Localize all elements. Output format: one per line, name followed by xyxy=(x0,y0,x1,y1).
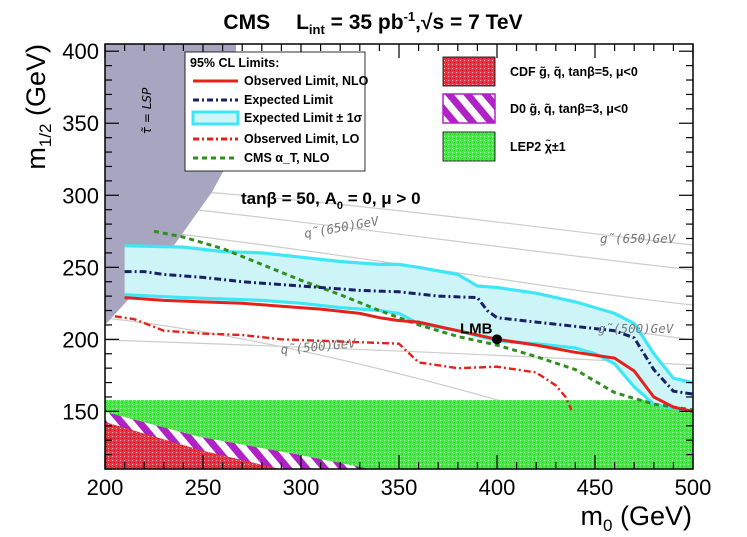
y-axis-sym: m xyxy=(21,147,51,170)
y-tick-label: 400 xyxy=(62,39,99,64)
y-tick-label: 250 xyxy=(62,255,99,280)
title-experiment: CMS xyxy=(223,11,270,34)
title-lumi-sub: int xyxy=(309,22,326,37)
legend-swatch-d0 xyxy=(442,93,496,124)
x-tick-label: 300 xyxy=(283,475,320,500)
y-tick-label: 200 xyxy=(62,327,99,352)
x-axis-title: m0 (GeV) xyxy=(581,501,692,535)
lmb-point xyxy=(492,334,502,345)
chart-title: CMS Lint = 35 pb-1,√s = 7 TeV xyxy=(223,9,522,37)
x-tick-label: 250 xyxy=(185,475,222,500)
params-a: tanβ = 50, A xyxy=(241,189,337,208)
y-tick-label: 150 xyxy=(62,399,99,424)
legend-swatch-lep2 xyxy=(442,131,496,162)
expected-band-upper xyxy=(124,244,693,385)
legend-alphat: CMS α_T, NLO xyxy=(244,151,330,165)
y-axis-sub: 1/2 xyxy=(36,124,55,148)
x-tick-label: 350 xyxy=(381,475,418,500)
params-b: = 0, μ > 0 xyxy=(343,189,421,208)
expected-line xyxy=(124,270,693,396)
stau-lsp-label: τ̃ = LSP xyxy=(140,87,154,134)
legend-experiments: CDF g̃, q̃, tanβ=5, μ<0 D0 g̃, q̃, tanβ=… xyxy=(442,56,638,162)
iso-label-g500: g̃(500)GeV xyxy=(598,321,675,336)
params-label: tanβ = 50, A0 = 0, μ > 0 xyxy=(241,189,421,212)
legend-swatch-band xyxy=(191,110,240,126)
title-lumi-val: = 35 pb xyxy=(325,11,404,34)
iso-label-q500: q̃(500)GeV xyxy=(280,335,358,357)
x-axis-sub: 0 xyxy=(603,516,612,535)
observed-nlo-line xyxy=(124,296,693,413)
legend-d0: D0 g̃, q̃, tanβ=3, μ<0 xyxy=(510,102,628,116)
title-lumi-sym: L xyxy=(296,11,309,34)
x-tick-label: 400 xyxy=(479,475,516,500)
iso-label-g650: g̃(650)GeV xyxy=(600,231,677,246)
legend-observed-nlo: Observed Limit, NLO xyxy=(244,74,369,88)
y-tick-label: 300 xyxy=(62,183,99,208)
observed-lo-line xyxy=(114,315,573,411)
x-axis-unit: (GeV) xyxy=(612,501,692,531)
legend-lep2: LEP2 χ̃±1 xyxy=(510,139,566,154)
legend-title: 95% CL Limits: xyxy=(190,56,279,70)
params-sub: 0 xyxy=(337,200,343,212)
x-tick-label: 500 xyxy=(675,475,712,500)
x-axis-sym: m xyxy=(581,501,604,531)
legend-swatch-cdf xyxy=(442,56,496,87)
x-tick-label: 450 xyxy=(577,475,614,500)
title-lumi-exp: -1 xyxy=(404,9,416,24)
cms-alphat-line xyxy=(153,229,693,412)
y-tick-label: 350 xyxy=(62,111,99,136)
legend-band: Expected Limit ± 1σ xyxy=(244,111,363,125)
y-axis-title: m1/2 (GeV) xyxy=(21,44,55,170)
title-energy: ,√s = 7 TeV xyxy=(415,11,522,34)
lmb-label: LMB xyxy=(460,320,493,337)
x-tick-label: 200 xyxy=(87,475,124,500)
expected-band-fill xyxy=(124,245,693,412)
y-axis-unit: (GeV) xyxy=(21,44,51,124)
legend-observed-lo: Observed Limit, LO xyxy=(244,132,360,146)
legend-expected: Expected Limit xyxy=(244,93,334,107)
legend-limits: 95% CL Limits: Observed Limit, NLO Expec… xyxy=(184,51,369,172)
legend-cdf: CDF g̃, q̃, tanβ=5, μ<0 xyxy=(510,65,638,79)
cdf-excluded-region xyxy=(105,422,280,469)
iso-curve xyxy=(105,224,693,306)
